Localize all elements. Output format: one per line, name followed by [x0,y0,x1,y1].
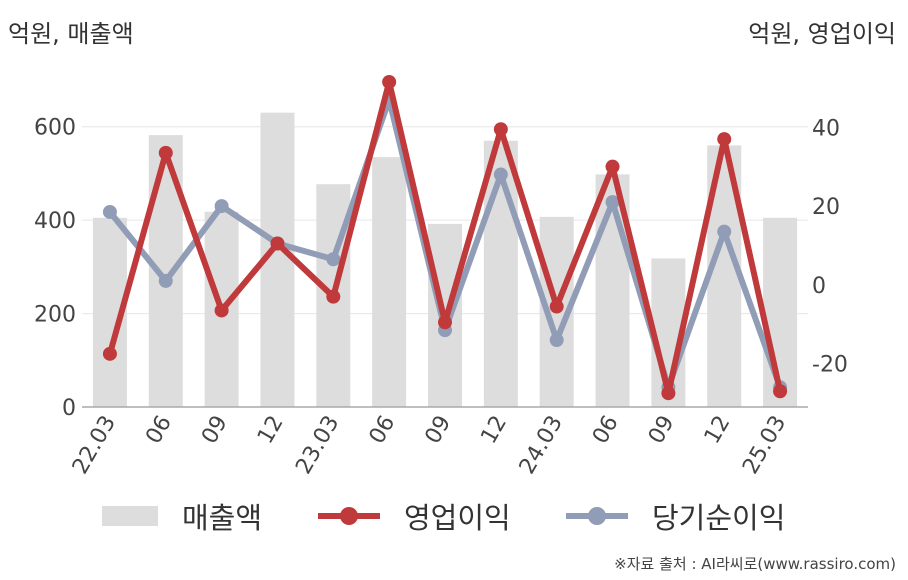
operating-profit-point [773,384,788,399]
operating-profit-point [158,145,173,160]
legend-item-revenue: 매출액 [102,495,262,537]
y-tick-right: 40 [812,116,840,141]
x-tick-label: 25.03 [738,412,791,479]
revenue-bar [148,135,183,407]
revenue-bar [372,157,407,407]
net-income-point [214,199,229,214]
operating-profit-point [438,315,452,330]
legend-swatch-revenue [102,506,158,526]
y-tick-right: 0 [812,274,826,299]
x-tick-label: 09 [644,412,680,449]
x-tick-label: 12 [253,412,289,449]
x-tick-label: 23.03 [291,412,344,479]
y-tick-left: 0 [62,396,76,421]
net-income-point [102,204,117,219]
x-tick-label: 24.03 [515,412,568,479]
net-income-point [326,252,341,267]
x-tick-label: 09 [197,412,233,449]
y-tick-right: 20 [812,195,840,220]
x-tick-label: 22.03 [68,412,121,479]
x-tick-label: 06 [365,412,401,449]
legend-swatch-net [566,506,628,526]
x-tick-label: 09 [421,412,457,449]
net-income-point [158,273,173,288]
left-axis-unit: 억원, 매출액 [8,20,134,48]
operating-profit-point [214,303,229,318]
operating-profit-point [102,346,117,361]
source-note: ※자료 출처 : AI라씨로(www.rassiro.com) [614,555,896,573]
operating-profit-point [661,386,676,401]
right-axis-unit: 억원, 영업이익 [748,20,896,48]
legend-item-net: 당기순이익 [566,495,785,537]
x-tick-label: 06 [588,412,624,449]
net-income-point [493,167,508,182]
x-tick-label: 12 [700,412,736,449]
operating-profit-point [382,74,397,89]
x-tick-label: 12 [476,412,512,449]
operating-profit-point [717,132,732,147]
legend-swatch-operating [318,506,380,526]
operating-profit-series [102,74,788,401]
revenue-bar [763,217,798,407]
legend-label-net: 당기순이익 [652,501,786,535]
legend-label-operating: 영업이익 [404,501,511,535]
operating-profit-point [549,299,564,314]
net-income-point [605,195,620,210]
revenue-bar [483,140,518,407]
y-tick-left: 200 [34,303,76,328]
operating-profit-point [326,289,341,304]
operating-profit-point [270,236,285,251]
legend: 매출액 영업이익 당기순이익 [0,495,908,535]
legend-label-revenue: 매출액 [182,501,263,535]
net-income-point [549,333,564,348]
revenue-bars [92,112,798,407]
legend-item-operating: 영업이익 [318,495,511,537]
net-income-point [717,224,732,239]
x-tick-label: 06 [141,412,177,449]
operating-profit-point [605,159,620,174]
operating-profit-point [493,122,508,137]
y-tick-right: -20 [812,353,848,378]
y-tick-left: 600 [34,116,76,141]
y-tick-left: 400 [34,209,76,234]
